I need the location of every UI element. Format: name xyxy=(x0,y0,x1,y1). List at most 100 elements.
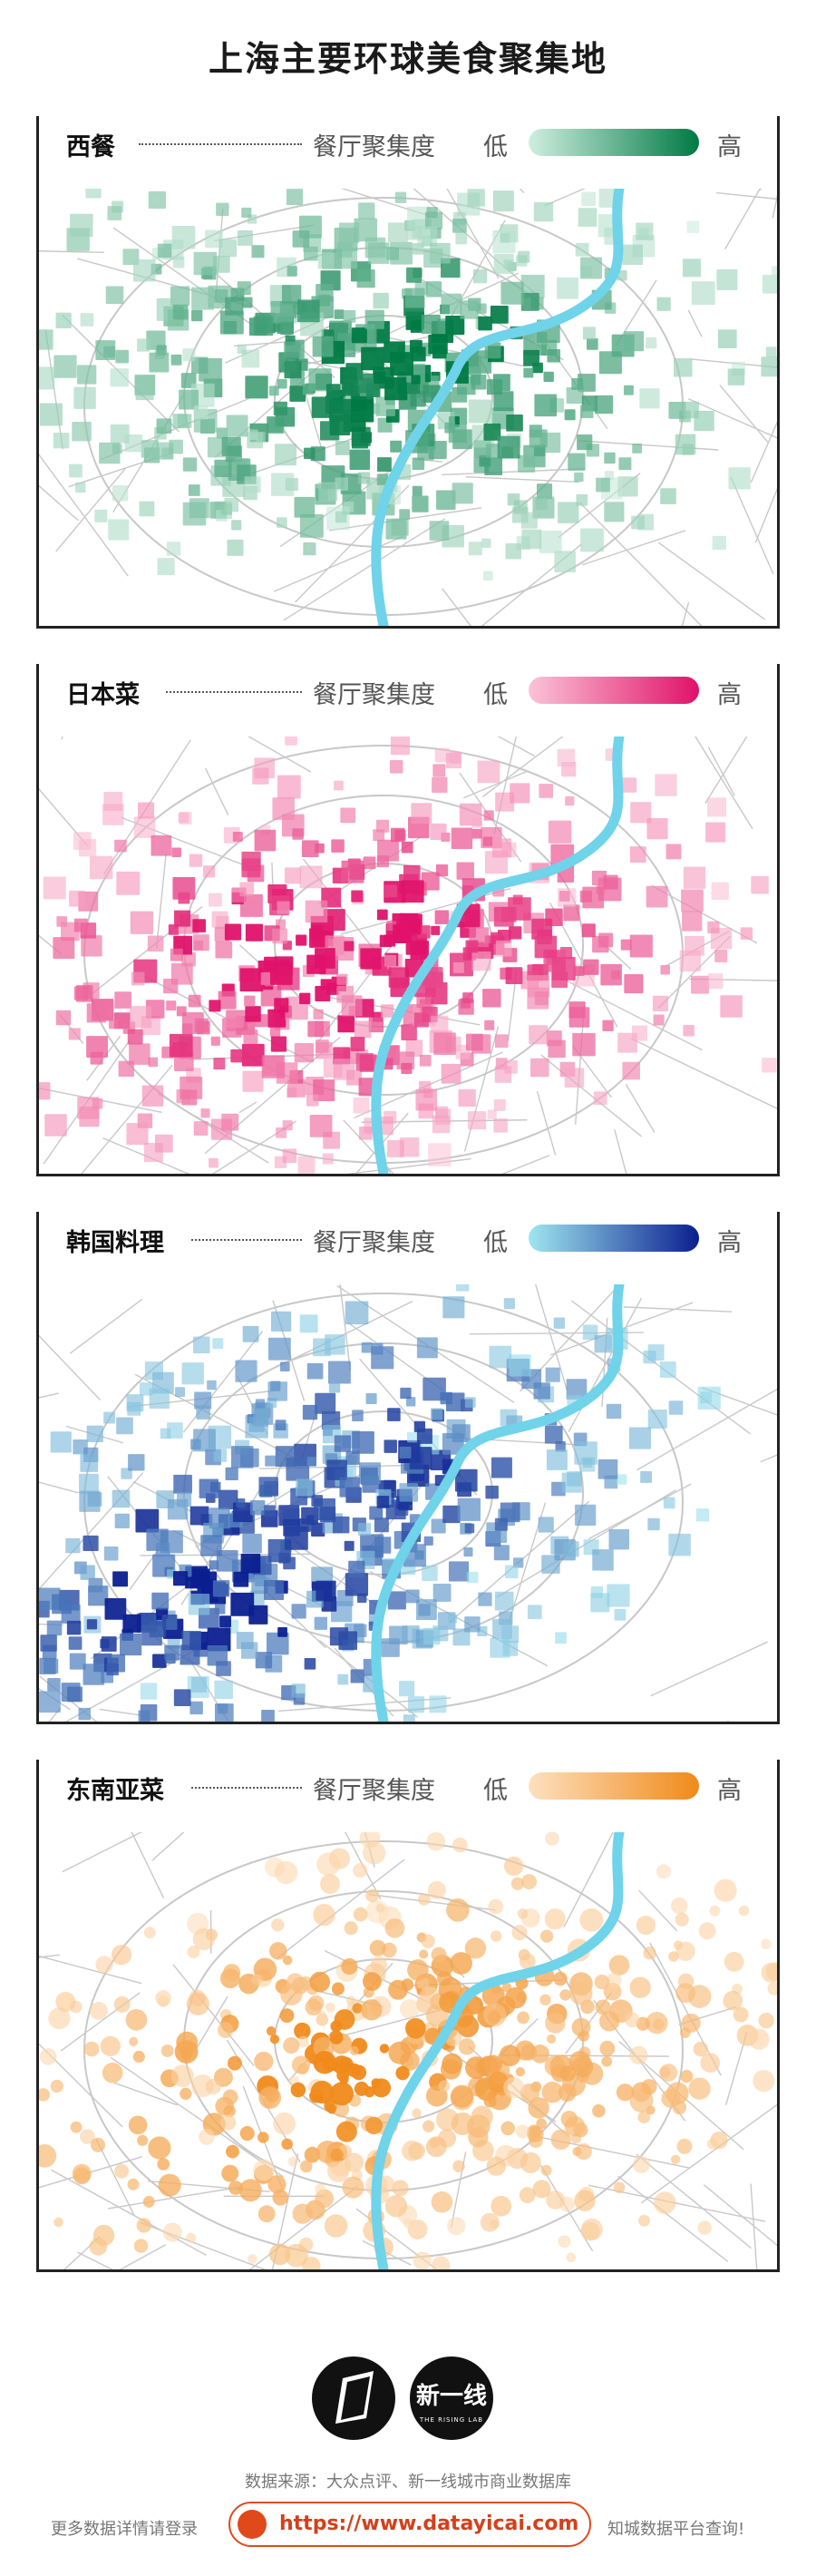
heat-cell xyxy=(336,985,355,1003)
heat-cell xyxy=(113,1995,131,2013)
heat-cell xyxy=(564,409,576,421)
heat-cell xyxy=(175,1387,185,1398)
heat-cell xyxy=(233,1571,249,1587)
heat-cell xyxy=(523,349,539,366)
heat-cell xyxy=(429,1695,447,1713)
heat-cell xyxy=(638,2214,650,2227)
heat-cell xyxy=(384,377,408,401)
heat-cell xyxy=(88,1577,103,1593)
heat-cell xyxy=(80,1454,99,1472)
heat-cell xyxy=(520,292,539,311)
heat-cell xyxy=(772,266,777,277)
heat-cell xyxy=(491,838,512,858)
heat-cell xyxy=(80,2129,95,2145)
heat-cell xyxy=(320,979,332,990)
heat-cell xyxy=(419,1054,432,1067)
heat-cell xyxy=(668,1951,679,1962)
heat-cell xyxy=(571,377,584,390)
heat-cell xyxy=(209,1508,230,1529)
website-url[interactable]: https://www.datayicai.com xyxy=(279,2513,579,2535)
heat-cell xyxy=(394,191,407,204)
heat-cell xyxy=(317,252,335,269)
website-link[interactable]: https://www.datayicai.com xyxy=(228,2502,591,2547)
heat-cell xyxy=(219,239,238,258)
heat-cell xyxy=(213,1058,226,1070)
heat-cell xyxy=(357,472,371,484)
heat-cell xyxy=(489,1345,512,1369)
heat-cell xyxy=(417,226,438,247)
heat-cell xyxy=(566,2252,577,2263)
heat-cell xyxy=(409,1447,432,1469)
heat-cell xyxy=(430,242,451,264)
heat-cell xyxy=(632,443,643,454)
heat-cell xyxy=(581,923,596,938)
heat-cell xyxy=(213,1449,228,1462)
heat-cell xyxy=(214,289,228,303)
heat-cell xyxy=(352,2003,363,2014)
heat-cell xyxy=(310,2080,334,2104)
heat-cell xyxy=(395,925,407,937)
heat-cell xyxy=(219,1615,231,1628)
heat-cell xyxy=(468,399,492,424)
heat-cell xyxy=(140,1683,158,1700)
heat-cell xyxy=(315,2183,326,2195)
heat-cell xyxy=(286,189,304,206)
heat-cell xyxy=(290,2082,306,2098)
heat-cell xyxy=(216,427,228,439)
heat-cell xyxy=(407,1959,429,1981)
heat-cell xyxy=(216,202,229,217)
heat-cell xyxy=(209,1000,221,1012)
heat-cell xyxy=(646,337,657,349)
heat-cell xyxy=(376,1496,390,1508)
heat-cell xyxy=(316,284,334,302)
heat-cell xyxy=(224,497,239,512)
heat-cell xyxy=(315,948,335,969)
heat-cell xyxy=(77,365,97,385)
heat-cell xyxy=(89,855,113,880)
heat-cell xyxy=(193,1429,216,1452)
heat-cell xyxy=(280,1983,303,2005)
heat-cell xyxy=(306,1094,319,1107)
heat-cell xyxy=(637,228,649,239)
heat-cell xyxy=(341,860,364,883)
heat-cell xyxy=(211,911,228,928)
heat-cell xyxy=(402,1625,420,1644)
heat-cell xyxy=(717,329,737,348)
heat-cell xyxy=(517,2011,529,2025)
heat-cell xyxy=(230,1592,255,1616)
heat-cell xyxy=(53,2217,63,2228)
heat-cell xyxy=(118,1060,134,1077)
heat-cell xyxy=(548,820,572,844)
heat-cell xyxy=(83,1664,105,1685)
heat-cell xyxy=(249,1499,266,1516)
heat-cell xyxy=(103,1546,119,1561)
heat-cell xyxy=(114,2163,130,2179)
heat-cell xyxy=(114,839,127,853)
heat-cell xyxy=(411,375,421,385)
heat-cell xyxy=(110,368,129,387)
heat-cell xyxy=(334,309,345,319)
heat-cell xyxy=(464,1937,487,1959)
heat-cell xyxy=(55,312,72,328)
heat-cell xyxy=(353,1097,370,1114)
heat-cell xyxy=(643,1350,656,1364)
heat-cell xyxy=(442,2053,463,2074)
heat-cell xyxy=(302,1404,318,1420)
heat-cell xyxy=(761,1962,777,1983)
heat-cell xyxy=(558,2235,571,2249)
heat-cell xyxy=(99,442,121,464)
heat-cell xyxy=(170,354,182,366)
heat-cell xyxy=(583,959,599,975)
heat-cell xyxy=(608,1955,630,1976)
heat-cell xyxy=(373,371,386,384)
heat-cell xyxy=(700,2053,721,2073)
heat-cell xyxy=(429,521,450,541)
heat-cell xyxy=(534,935,558,959)
heat-cell xyxy=(452,1628,471,1646)
heat-cell xyxy=(572,2146,582,2157)
heat-cell xyxy=(39,1082,51,1100)
heat-cell xyxy=(284,867,301,884)
heat-cell xyxy=(413,2251,432,2269)
heat-cell xyxy=(91,2137,106,2152)
heat-cell xyxy=(291,1604,306,1619)
